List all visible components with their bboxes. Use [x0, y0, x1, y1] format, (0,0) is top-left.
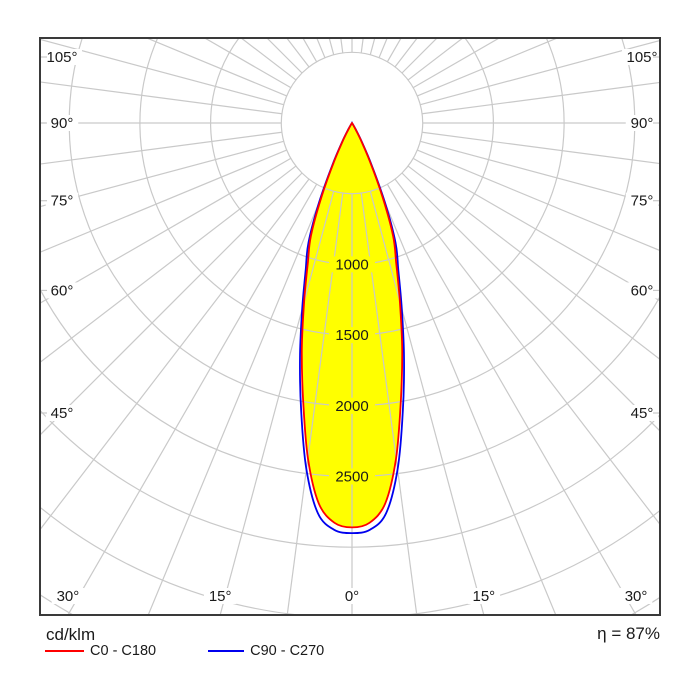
grid-ray	[219, 191, 335, 615]
angle-label-30-bottom-right: 30°	[625, 588, 648, 605]
legend-label-c0-c180: C0 - C180	[90, 643, 157, 659]
grid-ray	[394, 178, 660, 526]
grid-ray	[360, 193, 418, 615]
angle-label-90-right: 90°	[631, 115, 654, 132]
angle-label-45-left-bg	[45, 405, 79, 421]
ring-label-2000: 2000	[335, 398, 368, 415]
efficiency-label: η = 87%	[597, 624, 660, 643]
grid-ray	[422, 81, 660, 115]
angle-label-90-left: 90°	[51, 115, 74, 132]
angle-label-75-right: 75°	[631, 193, 654, 210]
angle-label-105-right-bg	[622, 49, 660, 65]
angle-label-75-left-bg	[45, 192, 79, 209]
ring-label-1000: 1000	[335, 256, 368, 273]
grid-ray	[286, 193, 344, 615]
grid-ray	[147, 188, 326, 615]
angle-label-105-right: 105°	[626, 49, 657, 66]
grid-ray	[378, 188, 557, 615]
grid-ray	[401, 172, 660, 432]
grid-ray	[420, 140, 660, 207]
grid-ray	[145, 38, 287, 97]
angle-label-30-bottom-left-bg	[51, 588, 85, 604]
angle-label-15-bottom-left-bg	[203, 588, 237, 604]
grid-ray	[407, 38, 464, 81]
angle-label-60-left-bg	[45, 282, 79, 299]
grid-ray	[369, 191, 485, 615]
grid-ray	[417, 149, 660, 252]
grid-ray	[420, 39, 660, 106]
ring-label-2500: 2500	[335, 469, 368, 486]
angle-label-60-right: 60°	[631, 282, 654, 299]
legend-line-c0-c180	[45, 650, 84, 652]
grid-ray	[369, 38, 376, 55]
ring-label-bg	[329, 327, 375, 344]
curve-c0-c180	[300, 121, 404, 529]
legend: C0 - C180 C90 - C270	[45, 643, 324, 659]
grid-ray	[328, 38, 335, 55]
angle-label-15-bottom-right-bg	[467, 588, 501, 604]
grid-ray	[40, 165, 297, 364]
angle-label-30-bottom-right-bg	[619, 588, 653, 604]
grid-ray	[386, 183, 637, 615]
ring-label-bg	[329, 397, 375, 414]
grid-ray	[412, 157, 660, 302]
grid-ray	[40, 38, 284, 106]
angle-label-15-bottom-right: 15°	[472, 588, 495, 605]
angle-label-90-right-bg	[625, 115, 659, 131]
legend-label-c90-c270: C90 - C270	[250, 643, 325, 659]
grid-ray	[40, 178, 310, 531]
angle-label-60-left: 60°	[51, 282, 74, 299]
angle-label-45-right-bg	[625, 405, 659, 421]
ring-label-bg	[329, 468, 375, 485]
angle-label-45-right: 45°	[631, 405, 654, 422]
ring-label-bg	[329, 256, 375, 273]
angle-label-105-left-bg	[42, 49, 82, 65]
angle-label-75-right-bg	[625, 192, 659, 209]
angle-label-105-left: 105°	[46, 49, 77, 66]
grid-ray	[407, 165, 660, 361]
grid-ray	[40, 157, 292, 304]
ring-label-1500: 1500	[335, 327, 368, 344]
grid-ray	[40, 140, 284, 208]
legend-line-c90-c270	[208, 650, 245, 652]
angle-label-0-bottom-bg	[339, 588, 365, 604]
grid-ray	[417, 38, 559, 97]
angle-label-30-bottom-left: 30°	[57, 588, 80, 605]
angle-label-60-right-bg	[625, 282, 659, 299]
grid-ray	[40, 81, 282, 115]
angle-label-75-left: 75°	[51, 193, 74, 210]
unit-label: cd/klm	[46, 625, 96, 644]
angle-label-90-left-bg	[45, 115, 79, 131]
grid-ray	[67, 183, 318, 615]
angle-label-0-bottom: 0°	[345, 588, 359, 605]
grid-ray	[412, 38, 501, 89]
angle-label-15-bottom-left: 15°	[209, 588, 232, 605]
angle-label-45-left: 45°	[51, 405, 74, 422]
plot-border	[39, 37, 661, 616]
grid-ray	[40, 149, 287, 253]
grid-ray	[40, 131, 282, 165]
grid-ray	[422, 131, 660, 165]
grid-ray	[40, 172, 303, 436]
